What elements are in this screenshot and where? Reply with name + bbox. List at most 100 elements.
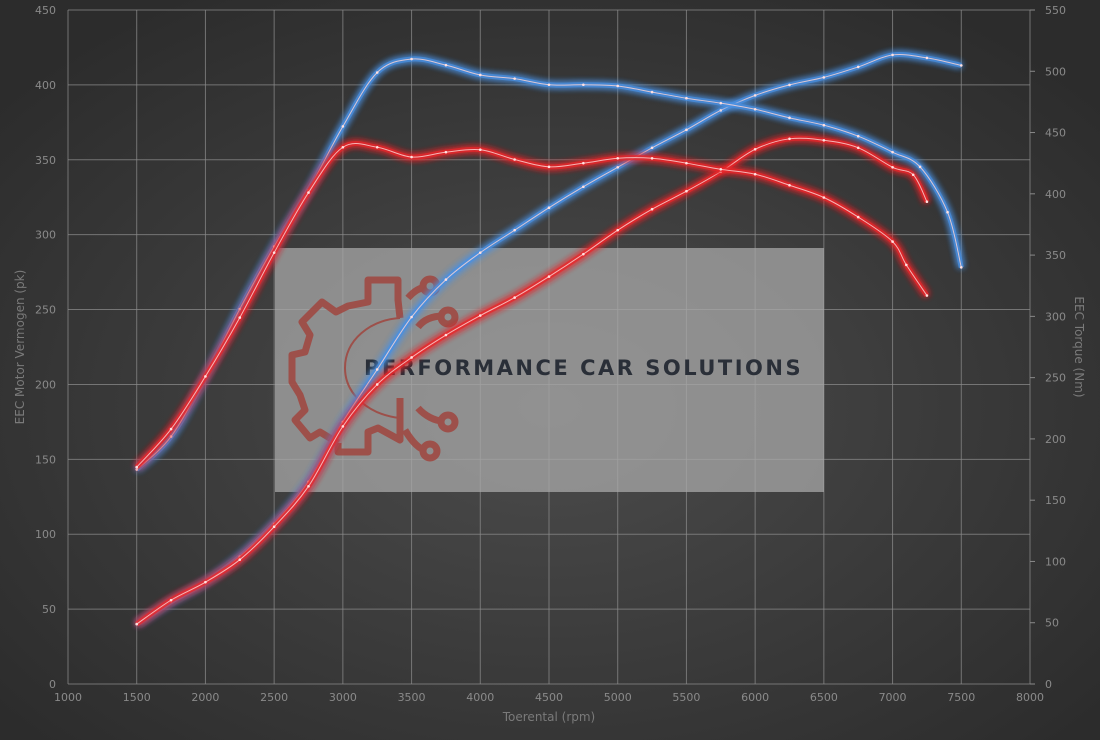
data-point bbox=[822, 76, 826, 79]
data-point bbox=[788, 116, 791, 120]
data-point bbox=[719, 109, 723, 112]
x-tick-label: 2500 bbox=[260, 691, 288, 704]
watermark: PERFORMANCE CAR SOLUTIONS bbox=[275, 248, 824, 492]
data-point bbox=[685, 96, 688, 100]
data-point bbox=[753, 94, 757, 97]
data-point bbox=[925, 56, 929, 60]
y-left-tick-label: 0 bbox=[49, 678, 56, 691]
torque-series-2 bbox=[134, 56, 964, 472]
data-point bbox=[444, 333, 448, 337]
data-point bbox=[719, 101, 723, 105]
y-left-tick-label: 200 bbox=[35, 378, 56, 391]
data-point bbox=[307, 484, 310, 488]
data-point bbox=[547, 165, 551, 169]
data-point bbox=[788, 137, 791, 141]
data-point bbox=[410, 57, 413, 61]
y-right-tick-label: 100 bbox=[1045, 555, 1066, 568]
data-point bbox=[616, 228, 620, 232]
y-right-tick-label: 150 bbox=[1045, 494, 1066, 507]
data-point bbox=[582, 161, 585, 165]
data-point bbox=[135, 622, 139, 626]
data-point bbox=[238, 316, 242, 319]
data-point bbox=[719, 168, 723, 171]
watermark-text: PERFORMANCE CAR SOLUTIONS bbox=[364, 356, 803, 380]
data-point bbox=[169, 435, 173, 438]
data-point bbox=[513, 158, 516, 161]
data-point bbox=[685, 128, 688, 132]
data-point bbox=[375, 383, 379, 386]
data-point bbox=[788, 83, 791, 87]
data-point bbox=[547, 275, 551, 278]
data-point bbox=[753, 107, 757, 111]
y-left-tick-label: 450 bbox=[35, 4, 56, 17]
data-point bbox=[685, 161, 688, 165]
y-right-tick-label: 400 bbox=[1045, 188, 1066, 201]
data-point bbox=[856, 146, 860, 150]
y-right-tick-label: 0 bbox=[1045, 678, 1052, 691]
x-tick-label: 4500 bbox=[535, 691, 563, 704]
y-left-tick-label: 150 bbox=[35, 453, 56, 466]
data-point bbox=[410, 315, 413, 319]
x-tick-label: 7500 bbox=[947, 691, 975, 704]
x-tick-label: 6500 bbox=[810, 691, 838, 704]
data-point bbox=[822, 139, 826, 142]
data-point bbox=[925, 200, 929, 204]
data-point bbox=[891, 165, 894, 169]
data-point bbox=[547, 83, 551, 87]
data-point bbox=[582, 83, 585, 87]
data-point bbox=[925, 294, 929, 297]
y-left-tick-label: 250 bbox=[35, 304, 56, 317]
data-point bbox=[650, 156, 654, 160]
data-point bbox=[135, 468, 139, 471]
y-left-tick-label: 400 bbox=[35, 79, 56, 92]
data-point bbox=[410, 356, 413, 359]
data-point bbox=[856, 215, 860, 219]
data-point bbox=[513, 296, 516, 299]
data-point bbox=[410, 155, 413, 159]
data-point bbox=[478, 148, 482, 152]
data-point bbox=[891, 240, 894, 243]
y-left-tick-label: 350 bbox=[35, 154, 56, 167]
data-point bbox=[341, 125, 345, 128]
data-point bbox=[341, 425, 345, 428]
data-point bbox=[272, 251, 276, 254]
x-tick-label: 8000 bbox=[1016, 691, 1044, 704]
y-left-tick-label: 100 bbox=[35, 528, 56, 541]
data-point bbox=[788, 183, 791, 187]
y-right-tick-label: 200 bbox=[1045, 433, 1066, 446]
data-point bbox=[547, 206, 551, 210]
data-point bbox=[822, 123, 826, 127]
data-point bbox=[341, 145, 345, 149]
data-point bbox=[650, 207, 654, 211]
data-point bbox=[891, 150, 894, 154]
x-tick-label: 3000 bbox=[329, 691, 357, 704]
x-tick-label: 3500 bbox=[398, 691, 426, 704]
data-point bbox=[513, 228, 516, 232]
data-point bbox=[204, 375, 207, 378]
y-axis-left-title: EEC Motor Vermogen (pk) bbox=[13, 270, 27, 425]
data-point bbox=[307, 191, 310, 194]
data-point bbox=[582, 252, 585, 256]
gear-circuit-logo-icon bbox=[288, 275, 459, 462]
data-point bbox=[911, 173, 915, 177]
data-point bbox=[135, 465, 139, 469]
data-point bbox=[582, 185, 585, 189]
data-point bbox=[753, 172, 757, 176]
data-point bbox=[616, 84, 620, 88]
y-right-tick-label: 350 bbox=[1045, 249, 1066, 262]
data-point bbox=[891, 53, 894, 57]
data-point bbox=[959, 266, 963, 269]
y-right-tick-label: 250 bbox=[1045, 372, 1066, 385]
data-point bbox=[856, 65, 860, 69]
y-left-tick-label: 50 bbox=[42, 603, 56, 616]
data-point bbox=[856, 134, 860, 138]
x-tick-label: 1000 bbox=[54, 691, 82, 704]
data-point bbox=[444, 63, 448, 67]
data-point bbox=[616, 165, 620, 169]
data-point bbox=[169, 598, 173, 602]
power-series-1 bbox=[135, 135, 930, 627]
data-point bbox=[685, 189, 688, 193]
x-tick-label: 1500 bbox=[123, 691, 151, 704]
data-point bbox=[375, 145, 379, 149]
